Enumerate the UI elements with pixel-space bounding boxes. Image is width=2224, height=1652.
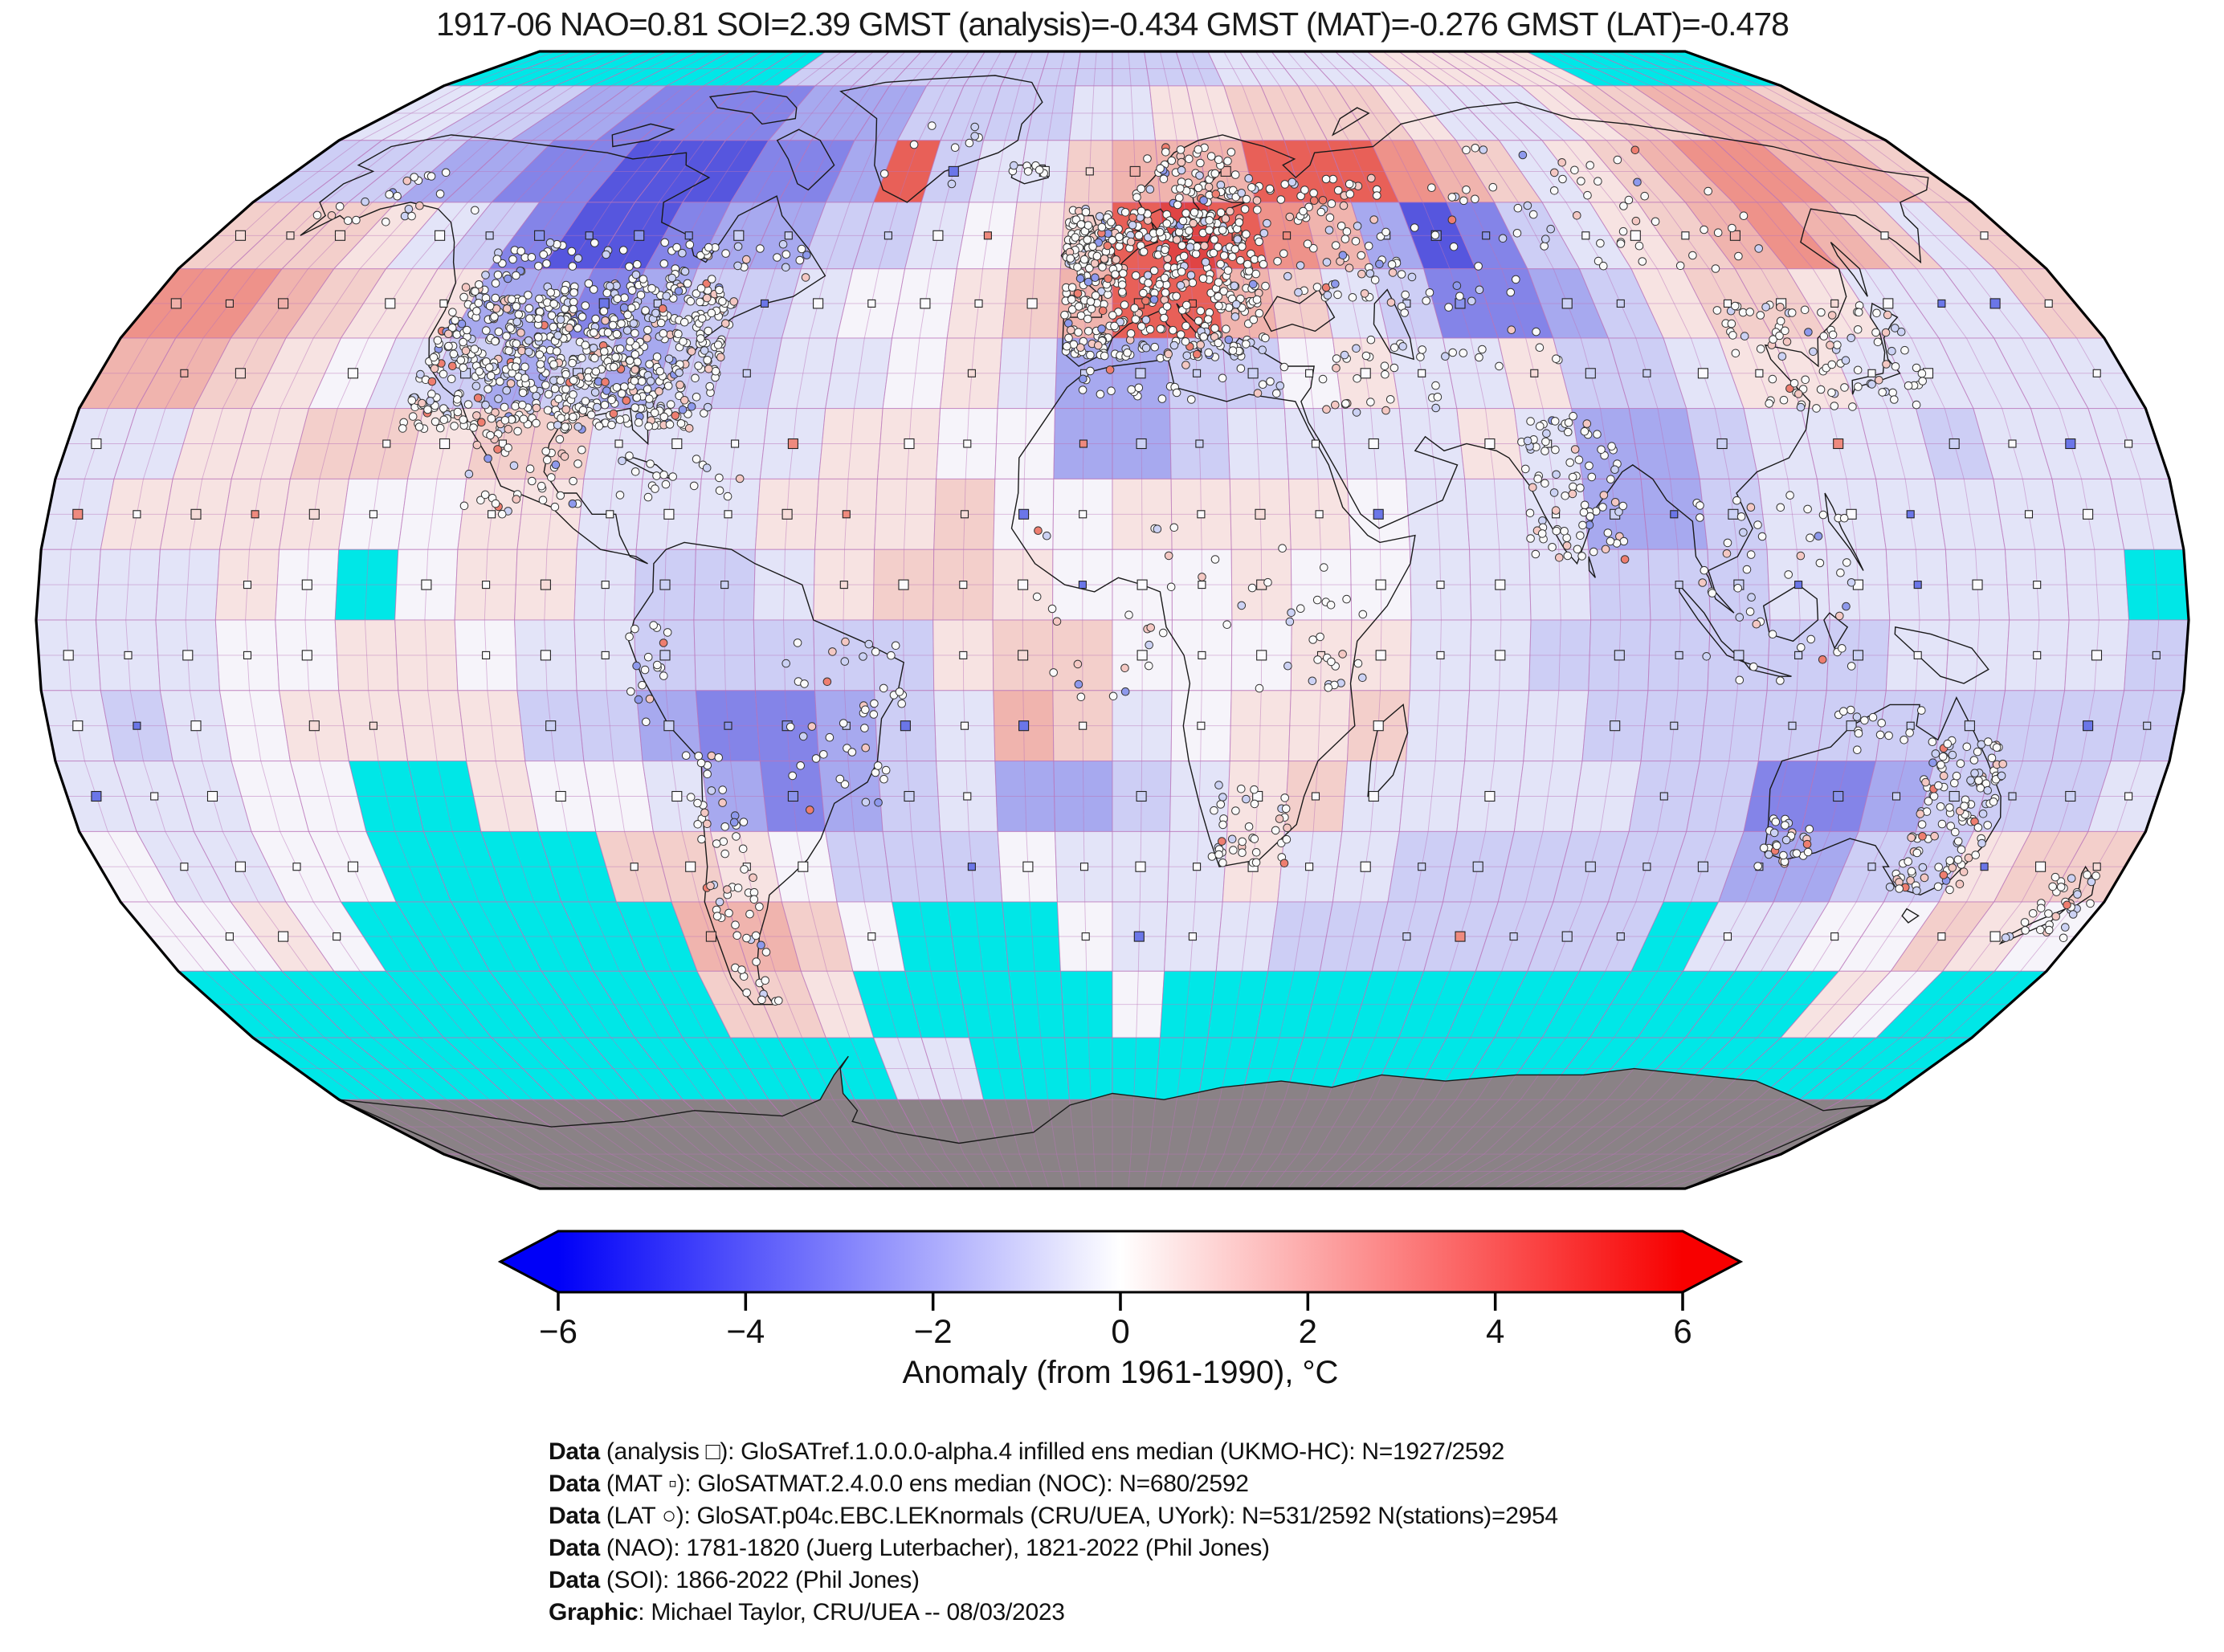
station-circle-markers [312,121,2100,1006]
svg-text:6: 6 [1673,1312,1691,1350]
colorbar-axis-label: Anomaly (from 1961-1990), °C [903,1355,1339,1390]
caption-line: Data (analysis □): GloSATref.1.0.0.0-alp… [549,1438,1504,1465]
svg-text:0: 0 [1111,1312,1129,1350]
world-map [35,50,2190,1190]
svg-text:−4: −4 [726,1312,765,1350]
caption-line: Data (NAO): 1781-1820 (Juerg Luterbacher… [549,1535,1270,1561]
caption-line: Graphic: Michael Taylor, CRU/UEA -- 08/0… [549,1599,1065,1625]
svg-text:−6: −6 [539,1312,577,1350]
map-outline [35,50,2190,1190]
caption-line: Data (MAT ▫): GloSATMAT.2.4.0.0 ens medi… [549,1470,1249,1497]
caption-block: Data (analysis □): GloSATref.1.0.0.0-alp… [549,1438,1558,1625]
caption-line: Data (LAT ○): GloSAT.p04c.EBC.LEKnormals… [549,1503,1558,1529]
figure-title: 1917-06 NAO=0.81 SOI=2.39 GMST (analysis… [436,6,1789,43]
antarctica-landmass [339,1056,1875,1189]
colorbar-tick-labels: −6 −4 −2 0 2 4 6 [539,1312,1692,1350]
colorbar: −6 −4 −2 0 2 4 6 Anomaly (from 1961-1990), °C [497,1230,1744,1390]
colorbar-ticks [557,1292,1684,1311]
caption-line: Data (SOI): 1866-2022 (Phil Jones) [549,1567,920,1593]
gridcell-square-markers [63,165,2161,942]
svg-text:2: 2 [1299,1312,1317,1350]
svg-text:4: 4 [1486,1312,1504,1350]
svg-text:−2: −2 [914,1312,953,1350]
colorbar-gradient-bar [497,1230,1744,1294]
